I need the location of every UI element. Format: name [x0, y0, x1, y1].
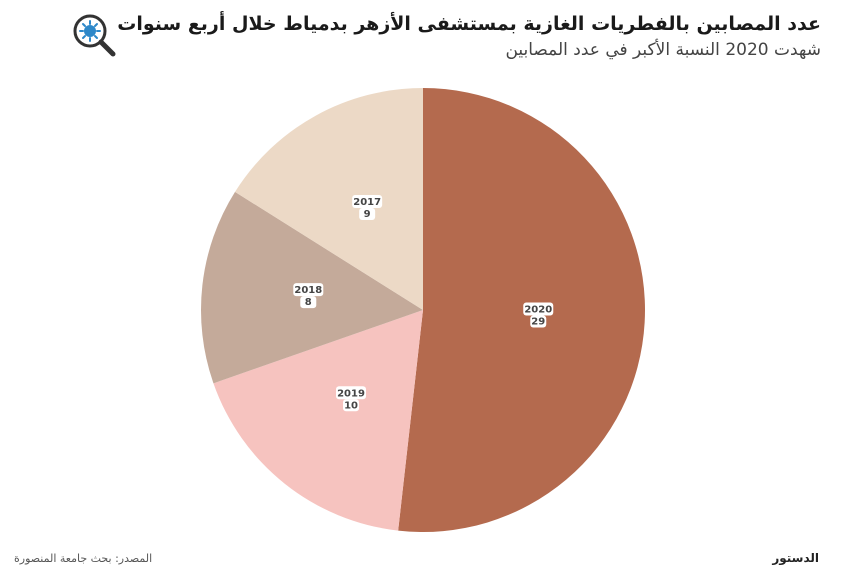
slice-value-2020: 29: [531, 316, 545, 327]
slice-value-2017: 9: [364, 209, 371, 220]
chart-title: عدد المصابين بالفطريات الغازية بمستشفى ا…: [117, 13, 821, 35]
pie-slice-2020: [398, 88, 645, 532]
chart-subtitle: شهدت 2020 النسبة الأكبر في عدد المصابين: [505, 40, 821, 60]
source-note: المصدر: بحث جامعة المنصورة: [14, 552, 153, 565]
slice-year-2019: 2019: [337, 388, 365, 399]
pie-slice-2017: [235, 88, 423, 310]
slice-year-2020: 2020: [524, 304, 552, 315]
chart-header: عدد المصابين بالفطريات الغازية بمستشفى ا…: [65, 10, 821, 62]
slice-value-2018: 8: [305, 297, 312, 308]
pie-slice-2019: [213, 310, 423, 531]
slice-value-2019: 10: [344, 400, 358, 411]
magnifier-virus-icon: [73, 14, 116, 57]
slice-year-2018: 2018: [294, 285, 322, 296]
publisher-logo: الدستور: [772, 551, 819, 565]
slice-year-2017: 2017: [353, 197, 381, 208]
